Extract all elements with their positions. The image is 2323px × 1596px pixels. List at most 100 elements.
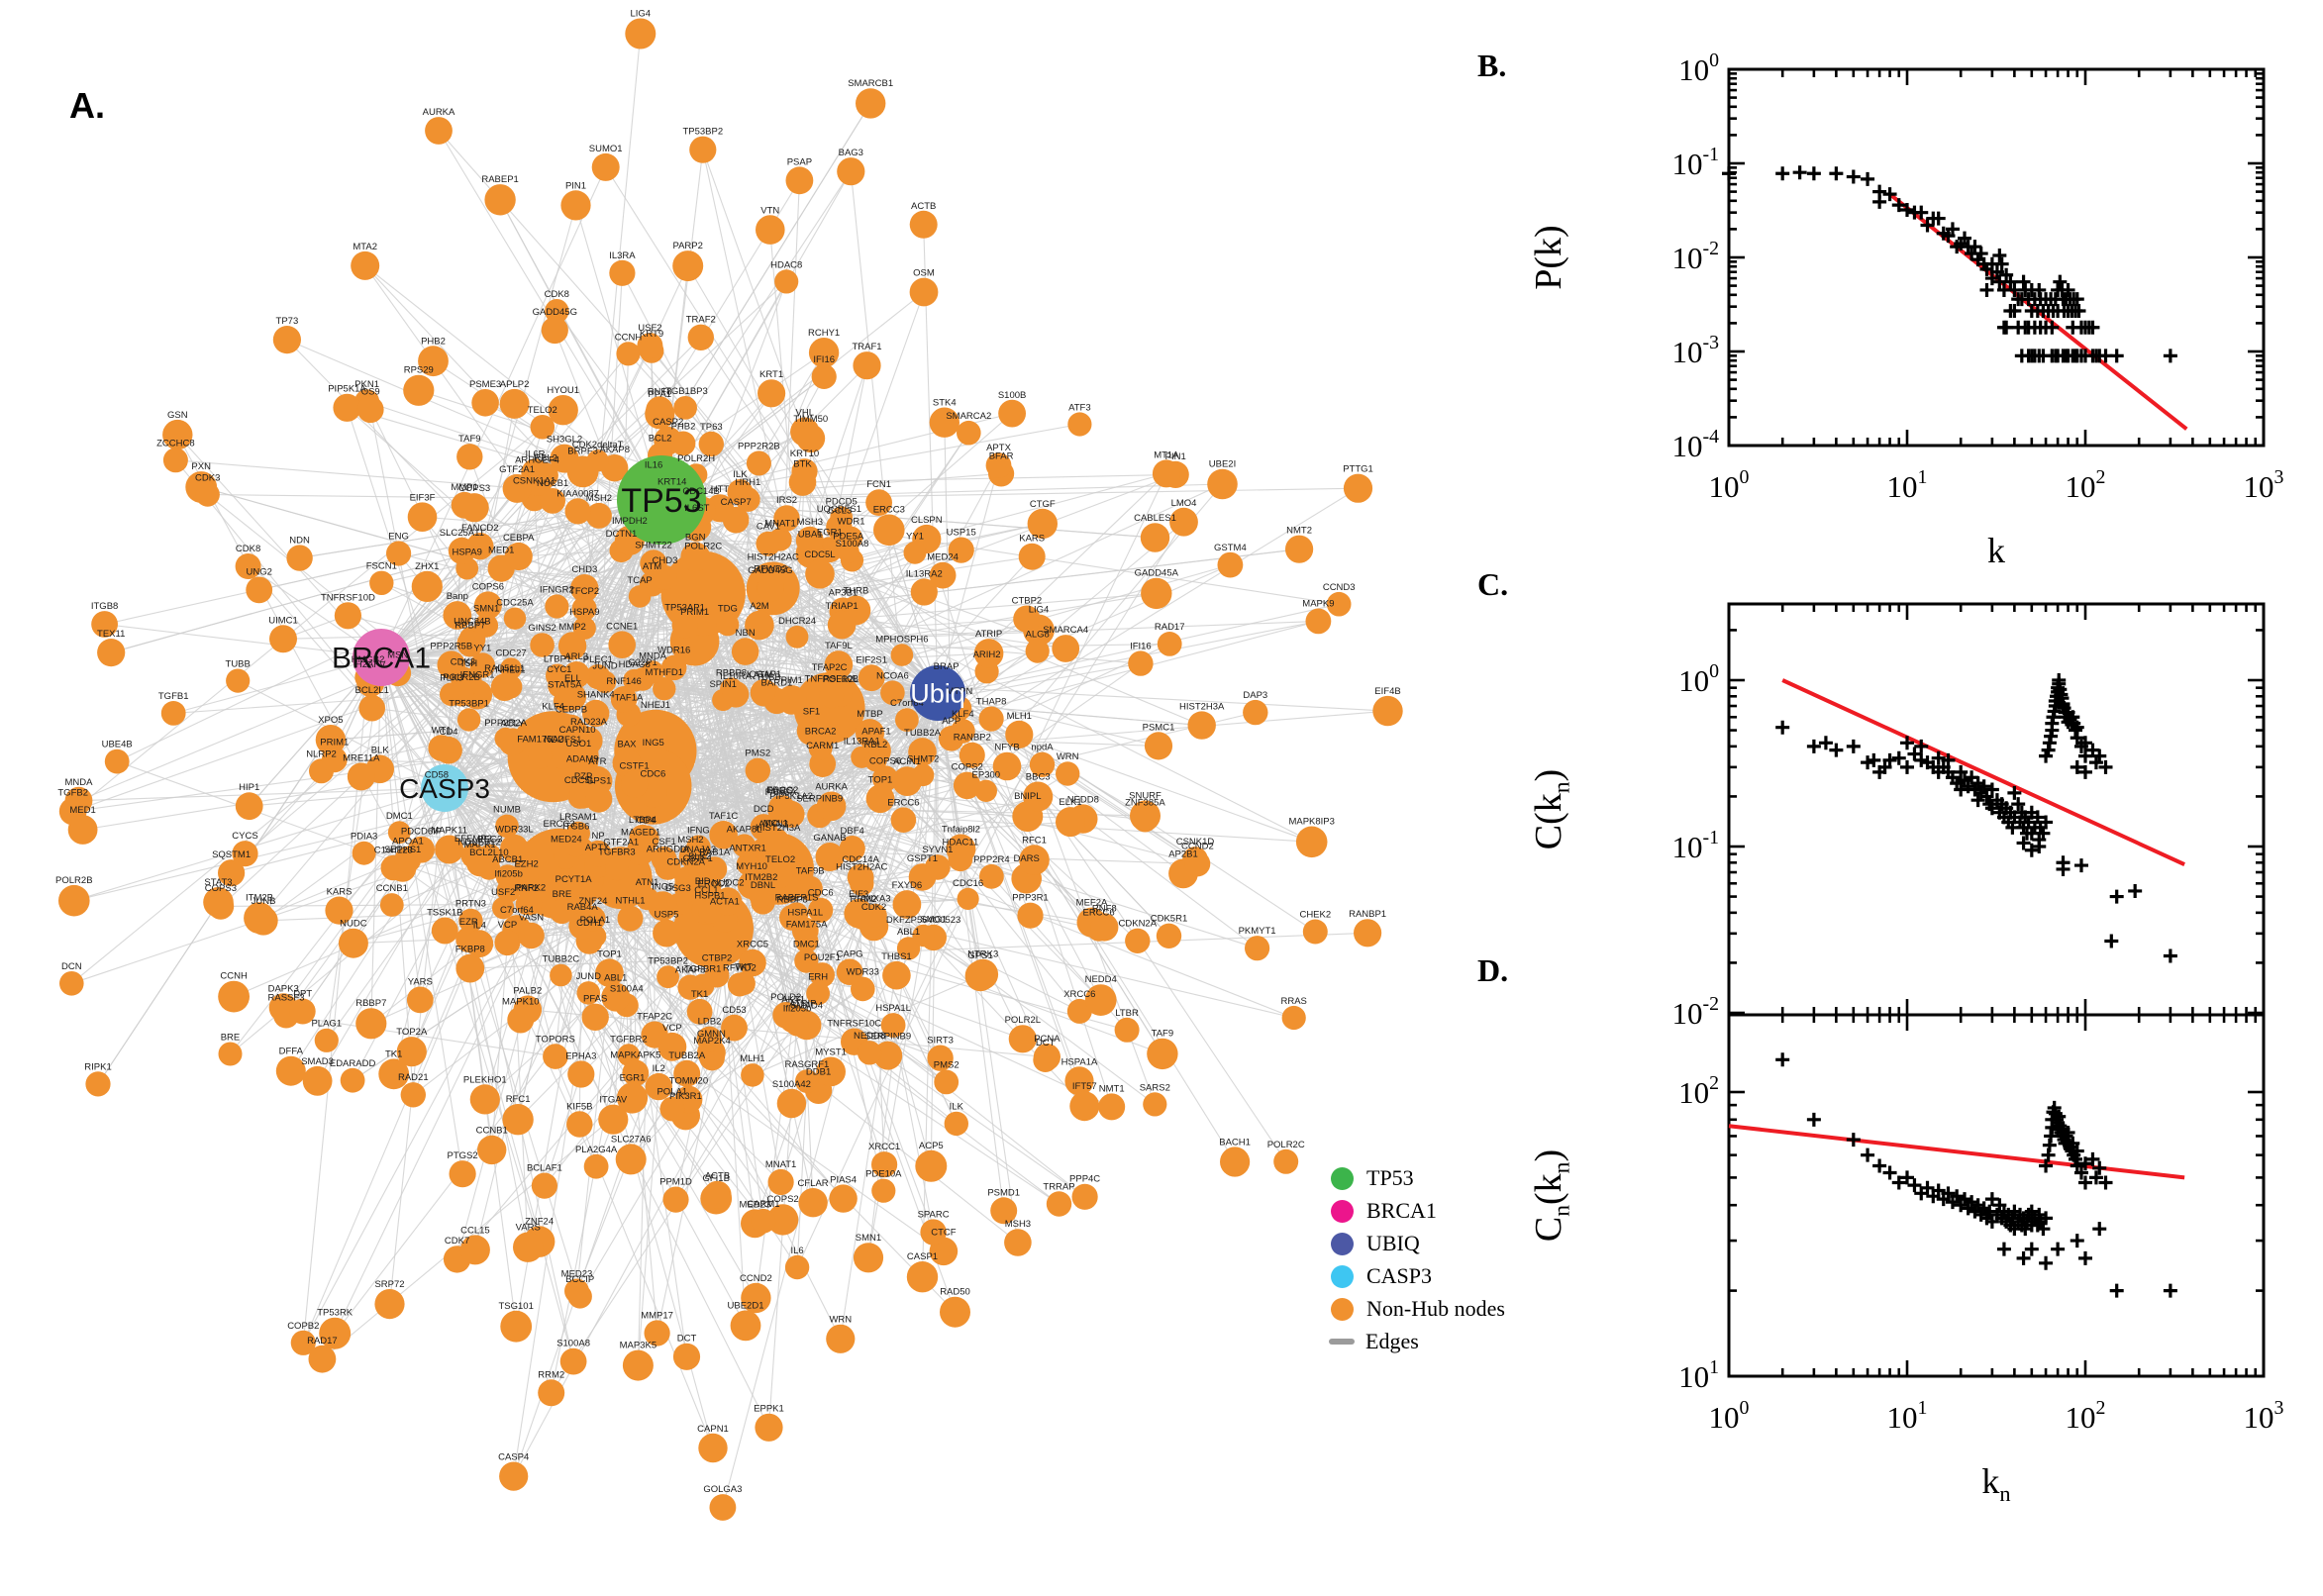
- gene-label: CD58: [425, 769, 449, 780]
- gene-label: IFI16: [813, 354, 835, 365]
- network-node: [906, 1261, 939, 1293]
- gene-label: RRAS: [1280, 996, 1306, 1007]
- network-node: [830, 506, 854, 530]
- gene-label: TNFRSF10D: [321, 592, 375, 603]
- gene-label: TOMM20: [669, 1076, 708, 1087]
- data-point: [1891, 750, 1906, 765]
- data-point: [1900, 736, 1914, 750]
- gene-label: IFT57: [1072, 1081, 1097, 1092]
- network-node: [1302, 919, 1328, 945]
- gene-label: CDC6: [808, 888, 834, 899]
- gene-label: CTCF: [931, 1228, 957, 1239]
- gene-label: DCD: [754, 804, 774, 815]
- network-node: [755, 1413, 783, 1442]
- gene-label: PHB2: [671, 421, 696, 432]
- network-edge: [70, 499, 662, 984]
- gene-label: MMP1: [451, 482, 477, 493]
- gene-label: TRRAP: [1043, 1181, 1074, 1192]
- gene-label: TRAF2: [686, 315, 716, 326]
- gene-label: CSTF1: [620, 761, 650, 772]
- gene-label: TP53BP2: [648, 955, 688, 966]
- gene-label: CAPG: [837, 948, 863, 959]
- network-node: [495, 864, 520, 889]
- gene-label: OS9: [361, 386, 380, 397]
- network-node: [379, 893, 404, 917]
- gene-label: HIST2H3A: [756, 823, 801, 834]
- gene-label: BCLAF1: [527, 1163, 562, 1174]
- network-node: [570, 574, 599, 603]
- network-node: [653, 564, 677, 590]
- network-node: [1018, 543, 1046, 570]
- data-point: [2069, 723, 2083, 738]
- network-node: [499, 1461, 529, 1491]
- network-node: [195, 482, 220, 507]
- network-node: [333, 393, 361, 422]
- network-edge: [739, 482, 804, 985]
- network-node: [500, 1310, 533, 1343]
- network-node-labels: PRIM1 NHEJ1 KLF4 TFAP2C HIST2H3A CSTF1 GTF2A1 H…: [55, 9, 1401, 1496]
- y-tick-label: 102: [1678, 1072, 1719, 1110]
- gene-label: ERCC3: [543, 819, 574, 830]
- gene-label: USP5: [655, 910, 679, 921]
- gene-label: EPPK1: [754, 1404, 784, 1415]
- network-node: [557, 632, 587, 660]
- network-node: [653, 919, 680, 948]
- gene-label: IL13RA2: [906, 568, 943, 579]
- gene-label: PIN1: [1165, 451, 1186, 462]
- network-edge: [649, 345, 821, 575]
- gene-label: HIST2H2AC: [748, 552, 799, 563]
- network-node: [321, 747, 348, 773]
- network-node: [546, 663, 569, 688]
- network-node: [494, 930, 521, 956]
- gene-label: RASSF3: [268, 993, 305, 1004]
- network-node: [531, 1172, 558, 1199]
- scatter-points: [1775, 673, 2177, 963]
- gene-label: PARG: [767, 785, 793, 796]
- gene-label: ARIH2: [973, 649, 1001, 660]
- gene-label: BCCIP: [565, 1274, 594, 1285]
- network-node: [91, 611, 118, 638]
- gene-label: SHMT22: [635, 540, 671, 550]
- network-node: [815, 843, 845, 871]
- data-point: [1882, 1165, 1897, 1180]
- gene-label: TELO2: [765, 854, 795, 865]
- gene-label: WT1: [432, 725, 452, 736]
- gene-label: RBL2: [864, 740, 888, 750]
- network-node: [758, 379, 786, 408]
- network-node: [448, 537, 475, 565]
- network-node: [616, 1082, 649, 1114]
- gene-label: FSCN1: [366, 561, 397, 572]
- network-node: [403, 374, 435, 406]
- network-node: [816, 1056, 846, 1087]
- network-node: [736, 852, 759, 876]
- data-point: [1914, 739, 1929, 753]
- gene-label: CFLAR: [798, 1178, 829, 1189]
- gene-label: NEDD8: [1067, 794, 1099, 805]
- network-edge: [334, 877, 687, 1335]
- data-point: [2030, 810, 2045, 825]
- network-node: [622, 1059, 650, 1087]
- network-node: [585, 502, 612, 529]
- gene-label: ACLY: [500, 719, 525, 730]
- gene-label: SLC27A6: [611, 1134, 652, 1145]
- gene-label: APOA1: [392, 837, 424, 848]
- network-node: [1064, 1066, 1094, 1096]
- network-node: [809, 962, 836, 988]
- gene-label: RANBP2: [954, 733, 991, 744]
- gene-label: IRS2: [776, 495, 797, 506]
- network-node: [686, 998, 713, 1025]
- network-edge: [380, 656, 463, 1174]
- data-point: [1984, 801, 1999, 816]
- gene-label: AURKA: [815, 782, 848, 793]
- gene-label: NUMB: [493, 805, 521, 816]
- gene-label: CDC6: [640, 769, 665, 780]
- network-node: [766, 1204, 799, 1236]
- gene-label: HSPA9: [569, 607, 599, 618]
- network-node: [218, 980, 251, 1013]
- gene-label: CDC5L: [564, 775, 595, 786]
- network-node: [352, 841, 376, 865]
- network-node: [387, 821, 411, 845]
- gene-label: PDCD5: [826, 496, 858, 507]
